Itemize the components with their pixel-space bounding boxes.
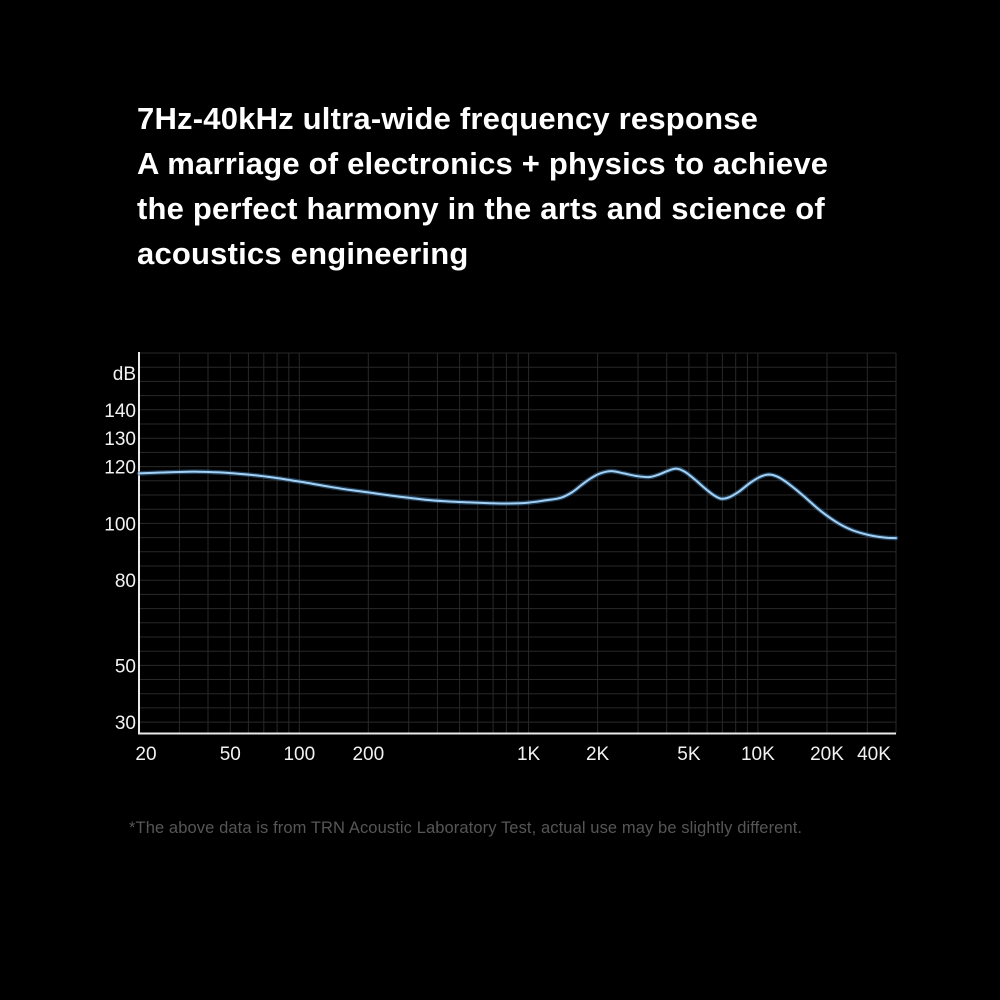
x-tick-label: 100 [283,744,315,765]
x-tick-label: 2K [586,744,610,765]
title-line-2: A marriage of electronics + physics to a… [137,146,829,181]
x-tick-label: 40K [857,744,891,765]
x-tick-label: 50 [220,744,241,765]
x-tick-label: 20K [810,744,844,765]
title-line-3: the perfect harmony in the arts and scie… [137,191,825,226]
title-line-1: 7Hz-40kHz ultra-wide frequency response [137,101,759,136]
y-tick-label: 100 [104,514,136,535]
y-tick-label: 80 [115,571,136,592]
y-tick-label: 30 [115,713,136,734]
x-tick-label: 20 [135,744,156,765]
y-axis-unit-label: dB [113,364,136,385]
x-tick-label: 10K [741,744,775,765]
footnote: *The above data is from TRN Acoustic Lab… [129,819,803,837]
x-tick-label: 200 [352,744,384,765]
y-tick-label: 50 [115,656,136,677]
response-curve [138,467,897,540]
y-tick-label: 130 [104,429,136,450]
y-tick-label: 140 [104,401,136,422]
page-title: 7Hz-40kHz ultra-wide frequency response … [137,96,828,276]
x-tick-label: 5K [677,744,701,765]
x-tick-label: 1K [517,744,541,765]
y-tick-label: 120 [104,458,136,479]
title-line-4: acoustics engineering [137,236,469,271]
